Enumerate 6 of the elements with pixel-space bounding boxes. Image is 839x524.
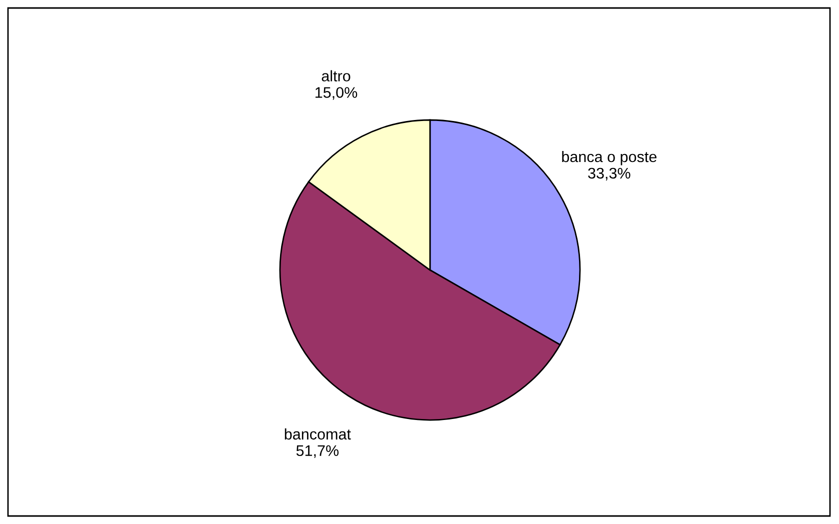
data-label: 15,0% [316, 87, 358, 100]
slice-label: bancomat [284, 428, 351, 440]
slice-label: banca o poste [562, 150, 656, 166]
data-label: 33,3% [588, 168, 630, 180]
data-label: 51,7% [296, 445, 339, 458]
slice-label: altro [322, 70, 350, 82]
